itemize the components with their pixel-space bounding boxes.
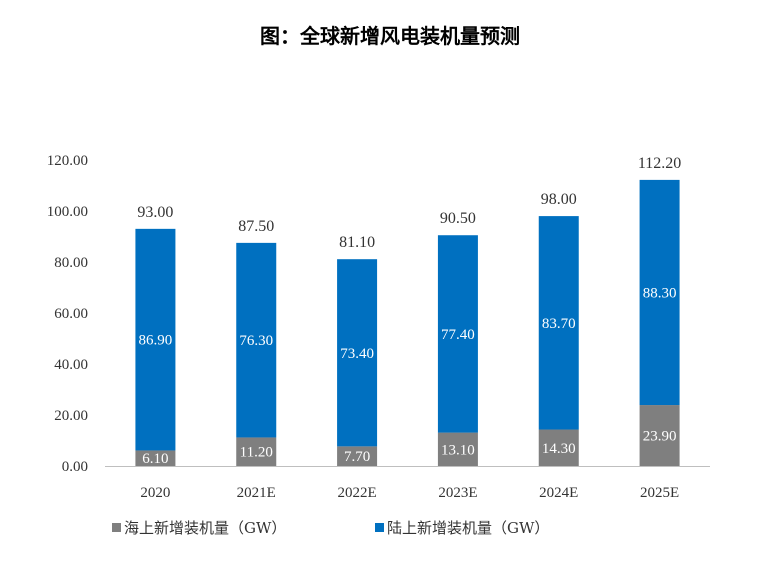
legend-offshore-swatch xyxy=(112,523,121,532)
onshore-value-label: 73.40 xyxy=(340,346,374,362)
onshore-bar xyxy=(236,242,277,438)
y-tick-label: 100.00 xyxy=(47,204,88,220)
onshore-bar xyxy=(538,216,579,430)
y-tick-label: 0.00 xyxy=(62,459,88,475)
x-tick-label: 2024E xyxy=(539,485,578,501)
onshore-value-label: 77.40 xyxy=(441,327,475,343)
legend-offshore-label: 海上新增装机量（GW） xyxy=(124,519,286,537)
offshore-bar xyxy=(135,450,176,466)
y-tick-label: 80.00 xyxy=(54,255,88,271)
onshore-bar xyxy=(437,235,478,433)
x-tick-label: 2022E xyxy=(337,485,376,501)
onshore-value-label: 76.30 xyxy=(239,333,273,349)
total-value-label: 81.10 xyxy=(339,234,375,251)
total-value-label: 112.20 xyxy=(638,155,681,172)
offshore-bar xyxy=(538,429,579,466)
total-value-label: 98.00 xyxy=(541,191,577,208)
y-tick-label: 40.00 xyxy=(54,357,88,373)
chart-title: 图：全球新增风电装机量预测 xyxy=(260,24,520,48)
offshore-value-label: 13.10 xyxy=(441,442,475,458)
offshore-bar xyxy=(337,446,378,466)
onshore-value-label: 86.90 xyxy=(139,333,173,349)
y-tick-label: 20.00 xyxy=(54,408,88,424)
y-tick-label: 120.00 xyxy=(47,153,88,169)
legend-onshore-label: 陆上新增装机量（GW） xyxy=(387,519,549,537)
offshore-value-label: 23.90 xyxy=(643,429,677,445)
offshore-value-label: 11.20 xyxy=(240,445,273,461)
x-tick-label: 2020 xyxy=(140,485,170,501)
x-tick-label: 2023E xyxy=(438,485,477,501)
onshore-bar xyxy=(639,179,680,406)
offshore-bar xyxy=(236,437,277,466)
onshore-value-label: 83.70 xyxy=(542,316,576,332)
offshore-value-label: 14.30 xyxy=(542,441,576,457)
x-tick-label: 2025E xyxy=(640,485,679,501)
offshore-bar xyxy=(437,432,478,466)
y-tick-label: 60.00 xyxy=(54,306,88,322)
offshore-value-label: 7.70 xyxy=(344,449,370,465)
offshore-bar xyxy=(639,405,680,466)
legend-onshore-swatch xyxy=(375,523,384,532)
total-value-label: 90.50 xyxy=(440,210,476,227)
total-value-label: 93.00 xyxy=(137,204,173,221)
onshore-bar xyxy=(337,259,378,447)
x-tick-label: 2021E xyxy=(237,485,276,501)
offshore-value-label: 6.10 xyxy=(142,451,168,467)
onshore-bar xyxy=(135,228,176,451)
total-value-label: 87.50 xyxy=(238,218,274,235)
onshore-value-label: 88.30 xyxy=(643,285,677,301)
